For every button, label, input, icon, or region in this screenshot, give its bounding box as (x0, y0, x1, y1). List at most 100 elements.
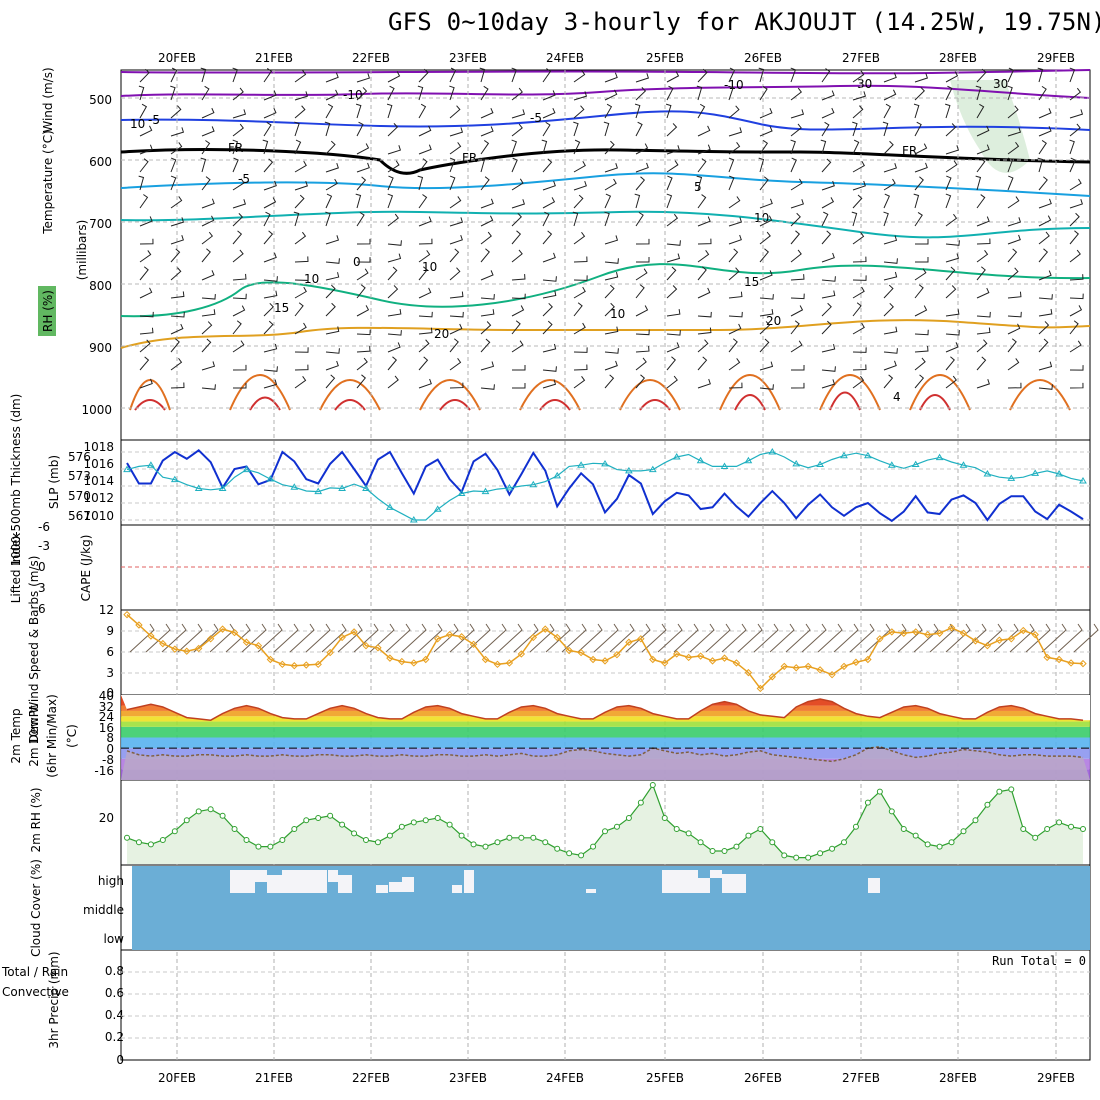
thickness-marker (935, 453, 944, 461)
thickness-marker (577, 461, 585, 468)
wind-barb (542, 343, 557, 353)
wind-barb-10m (289, 623, 315, 653)
cloud-gap (402, 877, 414, 892)
wind-barb (232, 139, 239, 155)
wind-speed-marker (589, 655, 597, 664)
wind-barb (975, 85, 982, 101)
wind-speed-marker (410, 659, 418, 667)
rh-marker (159, 837, 166, 843)
wind-barb (418, 103, 427, 119)
wind-barb (511, 212, 522, 227)
slp-ylabel: SLP (mb) (47, 455, 61, 509)
cloud-gap (868, 878, 880, 893)
wind-barb (263, 107, 277, 119)
rh-marker (566, 850, 573, 857)
wind-barb (263, 379, 278, 389)
wind-barb (666, 85, 674, 101)
upper-ylabel-wind: Wind (m/s) (41, 67, 55, 132)
wind-barb-10m (1057, 623, 1083, 653)
wind-barb (728, 175, 735, 191)
wind-barb (697, 356, 708, 371)
wind-barb (1038, 270, 1052, 281)
wind-barb (263, 320, 274, 335)
top-date-22feb: 22FEB (352, 51, 390, 65)
slp-tick-1016: 1016 (83, 457, 114, 471)
slp-tick-1018: 1018 (83, 440, 114, 454)
wind-barb (449, 157, 456, 173)
wind-speed-marker (123, 610, 131, 619)
wind-barb (976, 125, 990, 137)
thickness-marker (505, 483, 514, 491)
wind-barb (728, 142, 741, 155)
isotherm-25 (129, 374, 1071, 411)
wind-barb (1007, 234, 1021, 245)
label-5-right: 5 (694, 180, 702, 194)
cloud-level-low: low (104, 932, 125, 946)
wind-speed-marker (350, 628, 358, 636)
wind-barb (511, 157, 518, 173)
rh-marker (912, 832, 919, 839)
wind-speed-marker (637, 635, 645, 643)
wind-barb (480, 231, 492, 245)
thickness-marker (648, 465, 657, 473)
wind-barb (324, 121, 331, 137)
wind-barb (790, 249, 802, 263)
wind-speed-marker (1055, 655, 1063, 664)
wind-barb (883, 193, 891, 209)
wind-barb (821, 90, 835, 101)
wind-barb (790, 320, 800, 335)
rh-area (127, 785, 1083, 864)
wind-barb (604, 193, 612, 209)
wind-barb (1007, 338, 1017, 353)
rh-marker (267, 843, 274, 850)
wind-barb (821, 290, 836, 299)
precip-tick-0.8: 0.8 (105, 964, 124, 978)
rh-marker (422, 817, 429, 824)
thickness-marker (123, 465, 131, 473)
rh-marker (852, 823, 859, 830)
wind-barb (480, 126, 494, 137)
wind-barb (201, 384, 216, 390)
wind-barb (325, 374, 336, 389)
wind-barb (449, 105, 461, 119)
wind-barb (914, 121, 922, 137)
wind-barb-10m (577, 623, 603, 653)
wind-speed-marker (732, 659, 741, 667)
wind-barb (232, 157, 239, 173)
isotherm-minus10-top (120, 69, 1091, 75)
wind-barb-10m (625, 623, 651, 653)
wind-barb (417, 85, 424, 101)
rh-marker (900, 826, 907, 832)
wind-barb (604, 284, 615, 299)
label-4: 4 (893, 390, 901, 404)
thickness-marker (816, 460, 824, 468)
wind-barb (852, 105, 864, 119)
wind-barb (325, 284, 336, 299)
thickness-marker (887, 461, 896, 468)
wind-speed-marker (565, 646, 573, 655)
wind-barb (1038, 361, 1053, 371)
wind-speed-marker (720, 654, 729, 662)
wind-speed-marker (194, 644, 203, 653)
wind-barb (387, 308, 402, 317)
wind-barb (697, 158, 707, 173)
wind-barb (728, 157, 735, 173)
li-tick-6: 6 (38, 602, 46, 616)
rh-marker (673, 826, 680, 832)
wind-barb (666, 330, 681, 336)
wind-speed-marker (816, 666, 824, 674)
cloud-gap (722, 874, 746, 893)
wind-barb (914, 86, 925, 101)
bottom-date-28feb: 28FEB (939, 1071, 977, 1085)
run-total-label: Run Total = 0 (992, 954, 1086, 968)
wind-barb (170, 248, 181, 263)
wind-barb-10m (1009, 623, 1035, 653)
wind-barb (170, 323, 184, 335)
bottom-date-26feb: 26FEB (744, 1071, 782, 1085)
wind-barb (728, 196, 741, 209)
wind-barb-10m (161, 623, 187, 653)
wind-barb (356, 284, 366, 299)
wind-barb (697, 327, 712, 335)
wind-barb (356, 268, 369, 281)
rh-marker (470, 841, 477, 848)
